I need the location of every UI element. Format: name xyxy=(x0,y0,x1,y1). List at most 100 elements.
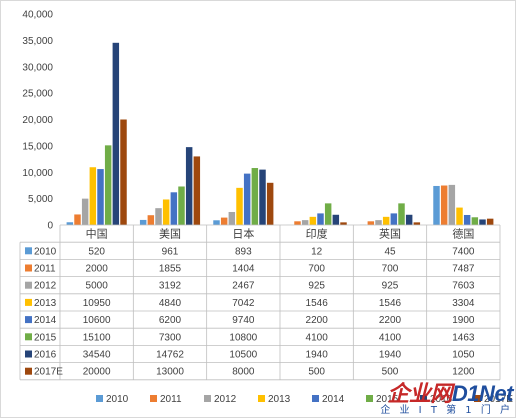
row-legend-key xyxy=(25,281,32,289)
table-value: 2200 xyxy=(379,315,402,326)
table-value: 34540 xyxy=(83,350,111,361)
category-label: 美国 xyxy=(159,228,181,241)
bar-2010-美国 xyxy=(139,219,147,225)
table-value: 3304 xyxy=(452,298,475,309)
bar-2012-印度 xyxy=(301,220,309,225)
table-value: 7400 xyxy=(452,246,475,257)
y-tick-label: 25,000 xyxy=(22,89,53,100)
row-series-label: 2017E xyxy=(34,367,63,378)
bar-2017E-英国 xyxy=(413,222,421,225)
bar-2015-印度 xyxy=(324,203,332,225)
y-tick-label: 40,000 xyxy=(22,10,53,21)
y-tick-label: 15,000 xyxy=(22,141,53,152)
row-series-label: 2014 xyxy=(34,315,57,326)
y-tick-label: 20,000 xyxy=(22,115,53,126)
table-value: 8000 xyxy=(232,367,255,378)
bar-2012-德国 xyxy=(448,184,456,225)
legend-label-2014: 2014 xyxy=(322,394,345,405)
bar-2014-印度 xyxy=(317,213,324,225)
legend-label-2017E: 2017E xyxy=(484,394,513,405)
bar-2011-德国 xyxy=(440,185,448,225)
bar-2016-德国 xyxy=(479,219,486,225)
bar-2011-英国 xyxy=(367,221,375,225)
table-value: 6200 xyxy=(159,315,182,326)
category-label: 中国 xyxy=(86,228,108,241)
table-value: 2000 xyxy=(86,264,109,275)
bar-2011-中国 xyxy=(74,214,81,225)
row-legend-key xyxy=(25,264,32,272)
bar-2011-印度 xyxy=(294,221,301,225)
legend-key-2013 xyxy=(258,395,265,402)
table-value: 961 xyxy=(162,246,179,257)
bar-2011-美国 xyxy=(147,215,155,225)
category-label: 日本 xyxy=(232,227,254,241)
row-legend-key xyxy=(25,333,32,341)
bar-2013-英国 xyxy=(382,216,390,225)
table-value: 4840 xyxy=(159,298,182,309)
table-value: 925 xyxy=(308,281,325,292)
legend-key-2010 xyxy=(96,395,103,402)
table-value: 2467 xyxy=(232,281,255,292)
bar-2014-德国 xyxy=(463,214,471,225)
bar-2011-日本 xyxy=(220,217,228,225)
table-value: 925 xyxy=(382,281,399,292)
table-value: 4100 xyxy=(379,332,402,343)
y-tick-label: 35,000 xyxy=(22,36,53,47)
y-tick-label: 0 xyxy=(47,221,53,232)
bar-2016-日本 xyxy=(259,169,266,225)
table-value: 700 xyxy=(308,264,325,275)
bar-2017E-印度 xyxy=(340,222,347,225)
y-tick-label: 10,000 xyxy=(22,168,53,179)
table-value: 520 xyxy=(88,246,105,257)
bar-2016-英国 xyxy=(405,214,413,225)
table-value: 1546 xyxy=(306,298,329,309)
table-value: 1940 xyxy=(379,350,402,361)
legend-key-2012 xyxy=(204,395,211,402)
table-value: 4100 xyxy=(306,332,329,343)
category-label: 印度 xyxy=(306,227,328,241)
table-value: 1855 xyxy=(159,264,182,275)
table-value: 14762 xyxy=(156,350,184,361)
table-value: 7042 xyxy=(232,298,255,309)
bar-2014-中国 xyxy=(97,169,104,225)
table-value: 10600 xyxy=(83,315,111,326)
row-legend-key xyxy=(25,247,32,255)
row-series-label: 2011 xyxy=(34,264,56,275)
bar-2016-中国 xyxy=(112,42,120,225)
table-value: 13000 xyxy=(156,367,184,378)
table-value: 1463 xyxy=(452,332,475,343)
table-value: 45 xyxy=(384,246,396,257)
table-value: 1200 xyxy=(452,367,475,378)
bar-2012-美国 xyxy=(155,208,162,225)
bar-2013-美国 xyxy=(162,199,170,225)
table-value: 12 xyxy=(311,246,323,257)
row-legend-key xyxy=(25,298,32,306)
table-value: 500 xyxy=(308,367,325,378)
table-value: 10800 xyxy=(229,332,257,343)
bar-2012-日本 xyxy=(228,211,236,225)
legend-label-2010: 2010 xyxy=(106,394,129,405)
table-value: 893 xyxy=(235,246,252,257)
table-value: 5000 xyxy=(86,281,109,292)
legend-label-2016: 2016 xyxy=(430,394,453,405)
table-value: 20000 xyxy=(83,367,111,378)
bar-2014-美国 xyxy=(170,192,178,225)
legend-label-2015: 2015 xyxy=(376,394,399,405)
row-legend-key xyxy=(25,350,32,358)
bar-2015-美国 xyxy=(178,186,185,225)
bar-2017E-中国 xyxy=(120,119,127,225)
bar-2013-印度 xyxy=(309,216,317,225)
y-tick-label: 5,000 xyxy=(28,194,53,205)
bar-2015-德国 xyxy=(471,217,479,225)
bar-2010-中国 xyxy=(66,222,74,225)
table-value: 7300 xyxy=(159,332,182,343)
legend-label-2012: 2012 xyxy=(214,394,237,405)
table-value: 7487 xyxy=(452,264,475,275)
table-value: 1050 xyxy=(452,350,475,361)
bar-2015-英国 xyxy=(398,203,405,225)
category-label: 英国 xyxy=(379,227,401,241)
bar-2013-日本 xyxy=(236,187,243,225)
table-value: 700 xyxy=(382,264,399,275)
